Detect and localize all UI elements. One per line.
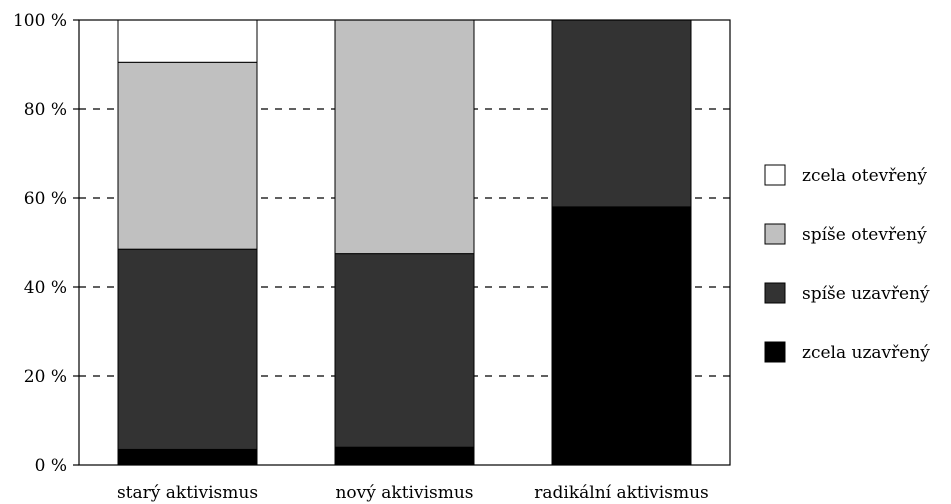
y-tick-label: 40 % xyxy=(24,278,67,298)
bar-segment-spise-uzavreny xyxy=(334,253,475,448)
legend-item-spise-uzavreny: spíše uzavřený xyxy=(764,282,930,304)
y-tick-label: 100 % xyxy=(13,11,67,31)
y-tick-label: 0 % xyxy=(35,456,67,476)
bar-groups xyxy=(117,19,692,466)
x-tick-label: nový aktivismus xyxy=(335,483,473,503)
legend-item-zcela-otevreny: zcela otevřený xyxy=(764,164,927,186)
x-tick-label: radikální aktivismus xyxy=(534,483,709,503)
legend-label: zcela uzavřený xyxy=(802,343,930,363)
legend-swatch xyxy=(764,223,786,245)
bar-segment-spise-uzavreny xyxy=(551,19,692,208)
bar-group-novy-aktivismus xyxy=(334,19,475,466)
y-tick-label: 20 % xyxy=(24,367,67,387)
x-tick-label: starý aktivismus xyxy=(117,483,258,503)
legend-swatch xyxy=(764,164,786,186)
bar-segment-spise-uzavreny xyxy=(117,248,258,450)
bar-segment-zcela-uzavreny xyxy=(551,206,692,466)
legend-swatch xyxy=(764,282,786,304)
bar-segment-spise-otevreny xyxy=(334,19,475,255)
legend-label: zcela otevřený xyxy=(802,166,927,186)
legend-item-zcela-uzavreny: zcela uzavřený xyxy=(764,341,930,363)
legend-item-spise-otevreny: spíše otevřený xyxy=(764,223,927,245)
legend-swatch xyxy=(764,341,786,363)
y-tick-label: 60 % xyxy=(24,189,67,209)
plot-border xyxy=(78,19,731,466)
bar-segment-spise-otevreny xyxy=(117,61,258,250)
legend: zcela otevřený spíše otevřený spíše uzavře… xyxy=(764,164,930,363)
bar-segment-zcela-otevreny xyxy=(117,19,258,63)
y-axis-ticks: 0 % 20 % 40 % 60 % 80 % 100 % xyxy=(13,11,79,476)
legend-label: spíše uzavřený xyxy=(802,284,930,304)
bar-group-radikalni-aktivismus xyxy=(551,19,692,466)
bar-group-stary-aktivismus xyxy=(117,19,258,466)
x-axis-labels: starý aktivismus nový aktivismus radikální… xyxy=(117,483,709,503)
y-tick-label: 80 % xyxy=(24,100,67,120)
bar-segment-zcela-uzavreny xyxy=(117,448,258,466)
bar-segment-zcela-uzavreny xyxy=(334,446,475,466)
legend-label: spíše otevřený xyxy=(802,225,927,245)
plot-frame xyxy=(78,19,731,466)
